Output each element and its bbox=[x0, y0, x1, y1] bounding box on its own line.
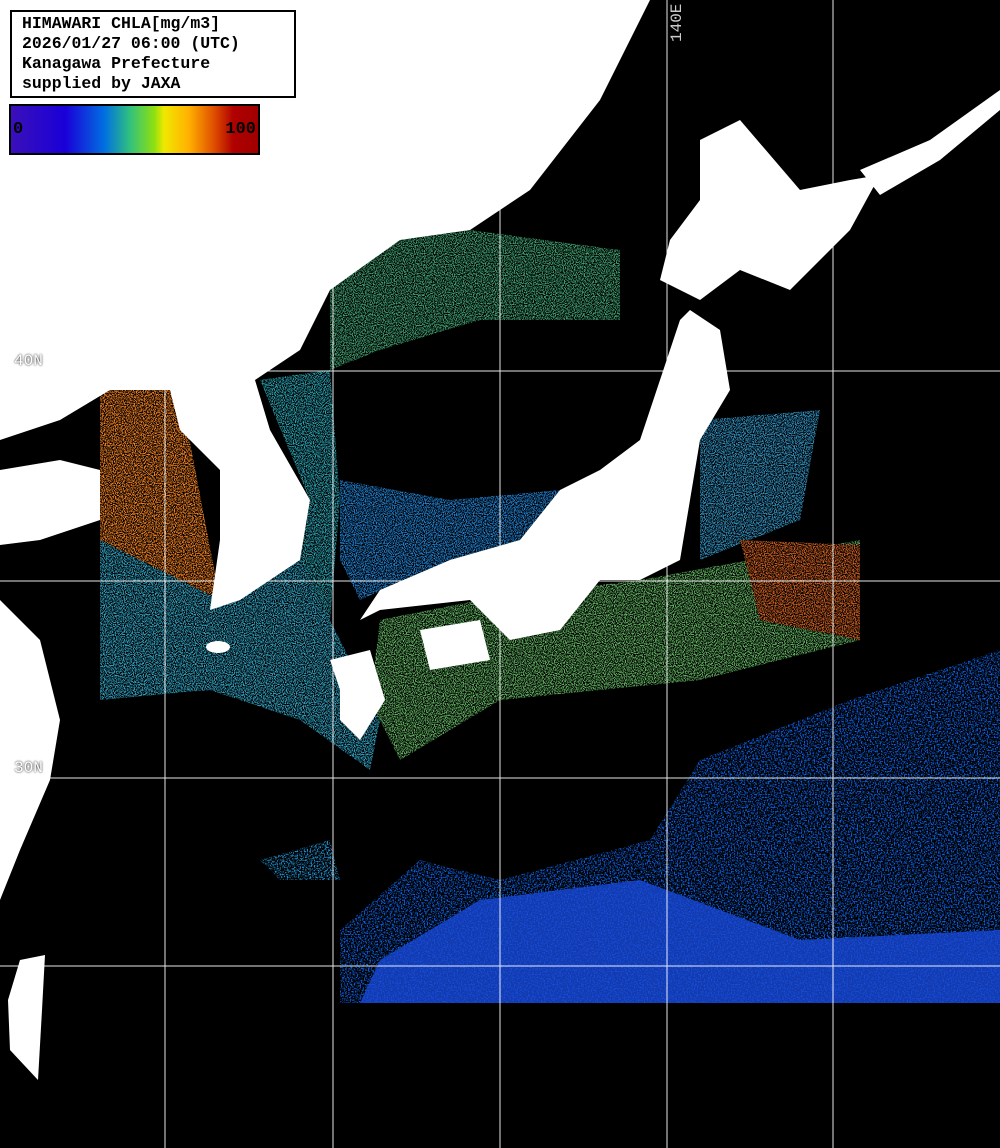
sanriku-chla bbox=[700, 410, 820, 560]
lat-label-30n: 30N bbox=[14, 759, 43, 777]
colorbar-min-label: 0 bbox=[13, 120, 24, 139]
land-sakhalin-kurils bbox=[860, 90, 1000, 195]
chlorophyll-data bbox=[100, 230, 1000, 1003]
timestamp: 2026/01/27 06:00 (UTC) bbox=[22, 34, 240, 53]
product-title: HIMAWARI CHLA[mg/m3] bbox=[22, 14, 221, 33]
pacific-coast-chla bbox=[370, 540, 860, 760]
lon-label-140e: 140E bbox=[668, 3, 686, 42]
land-jeju bbox=[206, 641, 230, 653]
provider-org: Kanagawa Prefecture bbox=[22, 54, 211, 73]
colorbar-legend: 0 100 bbox=[9, 104, 260, 155]
land-hokkaido bbox=[660, 120, 880, 300]
sea-of-japan-south-chla bbox=[340, 480, 560, 600]
korea-east-chla bbox=[260, 370, 340, 620]
data-source: supplied by JAXA bbox=[22, 74, 181, 93]
sea-of-japan-north-chla bbox=[330, 230, 620, 370]
southern-pacific-core bbox=[360, 880, 1000, 1003]
land-island bbox=[400, 125, 424, 155]
title-box: HIMAWARI CHLA[mg/m3] 2026/01/27 06:00 (U… bbox=[10, 10, 296, 98]
sea-patches-chla bbox=[260, 840, 340, 880]
land-shandong bbox=[0, 460, 100, 545]
land-china-coast bbox=[0, 600, 60, 900]
colorbar-max-label: 100 bbox=[225, 120, 256, 139]
kuroshio-chla bbox=[740, 540, 860, 640]
land-honshu bbox=[360, 310, 730, 640]
land-shikoku bbox=[420, 620, 490, 670]
land-taiwan bbox=[8, 955, 45, 1080]
east-china-sea-chla bbox=[100, 540, 380, 770]
land-kyushu bbox=[330, 650, 385, 740]
lat-label-40n: 40N bbox=[14, 352, 43, 370]
